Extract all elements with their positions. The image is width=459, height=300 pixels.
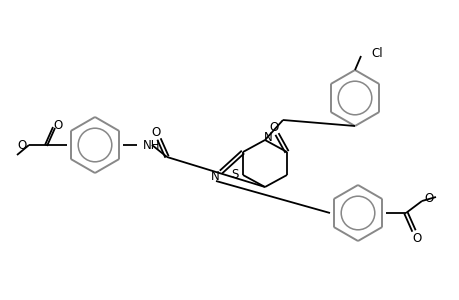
Text: O: O: [17, 139, 27, 152]
Text: O: O: [53, 118, 62, 131]
Text: N: N: [263, 130, 272, 143]
Text: NH: NH: [143, 139, 160, 152]
Text: O: O: [151, 125, 160, 139]
Text: O: O: [424, 191, 433, 205]
Text: O: O: [269, 121, 278, 134]
Text: S: S: [231, 169, 238, 182]
Text: N: N: [210, 169, 219, 182]
Text: Cl: Cl: [370, 46, 382, 59]
Text: O: O: [411, 232, 421, 244]
